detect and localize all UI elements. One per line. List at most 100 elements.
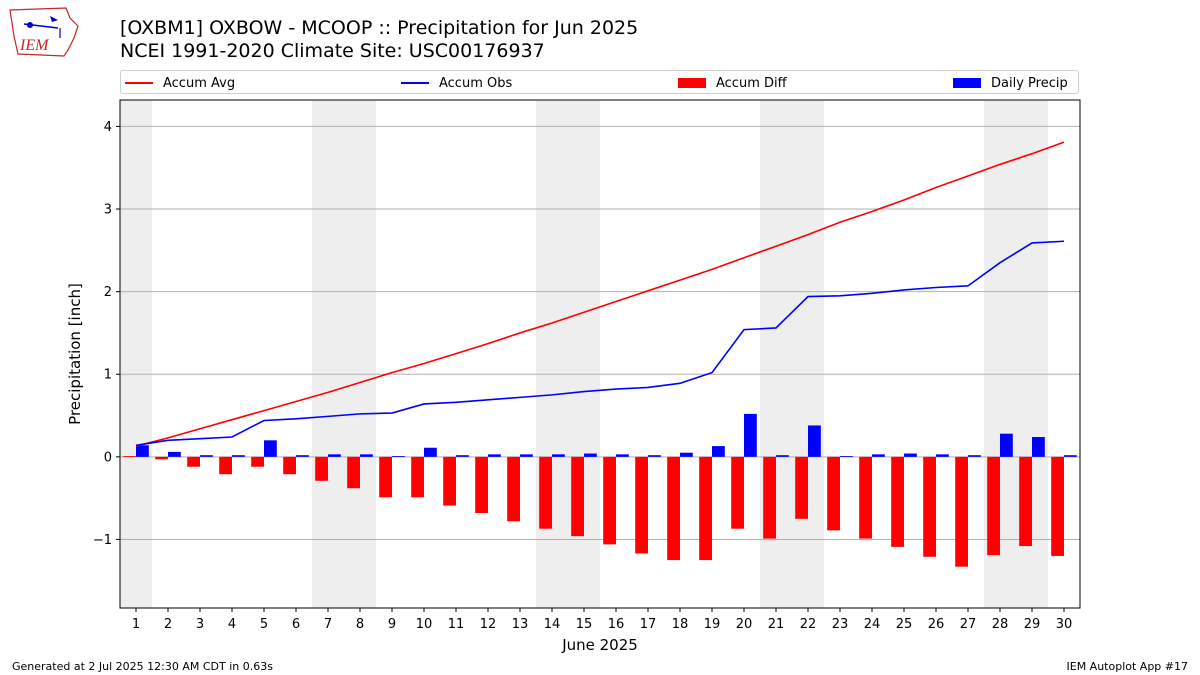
daily-precip-bar (840, 456, 853, 457)
accum-diff-bar (251, 456, 264, 467)
accum-diff-bar (539, 456, 552, 529)
plot-frame (119, 99, 1081, 609)
iowa-state-outline (9, 7, 79, 57)
legend-swatch-accum-avg (125, 82, 153, 84)
daily-precip-bar (296, 455, 309, 457)
y-axis-label: Precipitation [inch] (66, 283, 84, 425)
x-tick-label: 19 (704, 617, 721, 632)
legend-label-accum-diff: Accum Diff (716, 75, 787, 91)
x-tick-label: 1 (132, 617, 140, 632)
accum-diff-bar (699, 456, 712, 561)
daily-precip-bar (680, 452, 693, 457)
accum-diff-bar (891, 456, 904, 547)
legend-swatch-accum-diff (678, 78, 706, 88)
x-tick-label: 14 (544, 617, 561, 632)
x-tick-label: 4 (228, 617, 236, 632)
daily-precip-bar (968, 455, 981, 457)
weekend-band (536, 100, 600, 608)
daily-precip-bar (200, 455, 213, 457)
x-tick-label: 29 (1024, 617, 1041, 632)
chart-legend: Accum Avg Accum Obs Accum Diff Daily Pre… (120, 70, 1079, 94)
x-tick-label: 27 (960, 617, 977, 632)
daily-precip-bar (456, 455, 469, 457)
legend-label-accum-avg: Accum Avg (163, 75, 236, 91)
daily-precip-bar (264, 440, 277, 457)
legend-item-daily-precip: Daily Precip (953, 74, 1068, 92)
accum-diff-bar (571, 456, 584, 537)
accum-diff-bar (1019, 456, 1032, 547)
daily-precip-bar (1064, 455, 1077, 457)
legend-swatch-accum-obs (401, 82, 429, 84)
x-tick-label: 8 (356, 617, 364, 632)
accum-diff-bar (155, 456, 168, 460)
accum-diff-bar (315, 456, 328, 481)
daily-precip-bar (552, 454, 565, 457)
accum-avg-line (135, 141, 1065, 447)
daily-precip-bar (712, 446, 725, 457)
daily-precip-bar (616, 454, 629, 457)
accum-diff-bar (987, 456, 1000, 556)
x-tick-label: 23 (832, 617, 849, 632)
weekend-band (120, 100, 152, 608)
app-credit: IEM Autoplot App #17 (1066, 660, 1189, 673)
daily-precip-bar (872, 454, 885, 457)
x-tick-label: 2 (164, 617, 172, 632)
accum-diff-bar (347, 456, 360, 489)
accum-diff-bar (635, 456, 648, 554)
legend-swatch-daily-precip (953, 78, 981, 88)
x-tick-label: 7 (324, 617, 332, 632)
daily-precip-bar (936, 454, 949, 457)
accum-diff-bar (219, 456, 232, 475)
x-tick-label: 16 (608, 617, 625, 632)
daily-precip-bar (1032, 437, 1045, 457)
accum-diff-bar (731, 456, 744, 529)
accum-diff-bar (763, 456, 776, 539)
accum-diff-bar (923, 456, 936, 557)
daily-precip-bar (136, 445, 149, 457)
daily-precip-bar (776, 455, 789, 457)
accum-diff-bar (379, 456, 392, 498)
y-tick-label: 0 (104, 450, 112, 465)
daily-precip-bar (584, 453, 597, 457)
daily-precip-bar (488, 454, 501, 457)
x-tick-label: 28 (992, 617, 1009, 632)
x-tick-label: 21 (768, 617, 785, 632)
accum-diff-bar (187, 456, 200, 467)
daily-precip-bar (904, 453, 917, 457)
y-tick-label: 4 (104, 120, 112, 135)
accum-diff-bar (859, 456, 872, 539)
x-tick-label: 9 (388, 617, 396, 632)
x-tick-label: 26 (928, 617, 945, 632)
iem-logo: IEM (9, 7, 79, 57)
accum-diff-bar (827, 456, 840, 531)
chart-title: [OXBM1] OXBOW - MCOOP :: Precipitation f… (120, 17, 639, 39)
x-tick-label: 20 (736, 617, 753, 632)
x-tick-label: 5 (260, 617, 268, 632)
x-axis-label: June 2025 (561, 636, 638, 654)
accum-diff-bar (283, 456, 296, 475)
legend-label-daily-precip: Daily Precip (991, 75, 1068, 91)
x-tick-label: 17 (640, 617, 657, 632)
legend-label-accum-obs: Accum Obs (439, 75, 513, 91)
x-tick-label: 18 (672, 617, 689, 632)
accum-diff-bar (955, 456, 968, 567)
daily-precip-bar (744, 413, 757, 457)
accum-diff-bar (603, 456, 616, 545)
x-tick-label: 24 (864, 617, 881, 632)
accum-diff-bar (795, 456, 808, 519)
daily-precip-bar (520, 454, 533, 457)
daily-precip-bar (232, 455, 245, 457)
legend-item-accum-avg: Accum Avg (125, 74, 235, 92)
accum-diff-bar (123, 456, 136, 457)
daily-precip-bar (168, 451, 181, 457)
chart-subtitle: NCEI 1991-2020 Climate Site: USC00176937 (120, 40, 545, 62)
x-tick-label: 22 (800, 617, 817, 632)
accum-diff-bar (667, 456, 680, 561)
y-tick-label: 2 (104, 285, 112, 300)
accum-obs-line (135, 240, 1065, 447)
x-tick-label: 3 (196, 617, 204, 632)
daily-precip-bar (392, 456, 405, 457)
y-tick-label: −1 (93, 533, 112, 548)
x-tick-label: 12 (480, 617, 497, 632)
